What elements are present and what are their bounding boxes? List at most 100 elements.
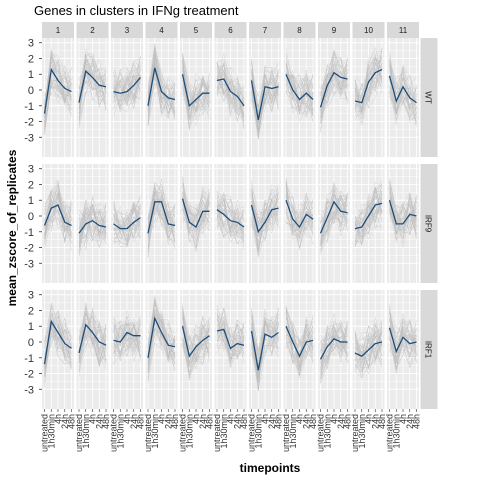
facet-panel [111,290,143,409]
facet-panel [145,164,178,283]
gene-trace [389,198,417,240]
facet-panel [76,164,109,283]
gene-trace [354,183,383,238]
mean-line [250,80,279,121]
gene-trace [320,63,348,107]
cluster-strip [249,22,281,38]
gene-trace [320,203,348,239]
gene-trace [354,52,383,97]
gene-trace [389,76,417,120]
cluster-strip [111,22,143,38]
gene-trace [182,185,210,225]
gene-trace [78,205,107,230]
mean-line [147,67,176,106]
gene-trace [147,186,176,238]
x-tick-label: untreated [109,414,119,452]
x-tick-label: 4h [260,414,270,424]
gene-trace [44,60,72,129]
gene-trace [216,324,245,364]
y-tick-label: 1 [28,195,34,207]
gene-trace [389,68,417,110]
gene-trace [113,208,141,241]
gene-trace [389,318,417,356]
gene-trace [182,196,210,249]
gene-trace [113,202,141,231]
gene-trace [147,327,176,358]
gene-trace [320,85,348,123]
gene-trace [182,67,210,111]
gene-trace [389,310,417,359]
x-tick-label: untreated [316,414,326,452]
x-tick-label: 4h [226,414,236,424]
gene-trace [216,320,245,350]
x-tick-label: 1h30min [357,414,367,449]
gene-trace [78,209,107,238]
gene-trace [285,74,314,114]
genotype-strip [420,290,438,409]
cluster-strip-label: 5 [194,26,199,35]
y-tick-label: -1 [24,101,34,113]
gene-trace [216,197,245,238]
gene-trace [251,316,279,360]
facet-panel [76,38,109,157]
gene-trace [389,316,417,370]
facet-panel [180,38,212,157]
x-tick-label: untreated [178,414,188,452]
facet-panel [145,290,178,409]
gene-trace [285,205,314,222]
cluster-strip-label: 7 [263,26,268,35]
x-tick-label: untreated [247,414,257,452]
mean-line [285,73,314,101]
x-tick-label: 24h [60,414,70,429]
gene-trace [354,329,383,377]
x-tick-label: 1h30min [115,414,125,449]
x-tick-label: 4h [191,414,201,424]
gene-trace [216,61,245,106]
gene-trace [251,210,279,220]
y-tick-label: -1 [24,353,34,365]
gene-trace [78,330,107,368]
gene-trace [78,321,107,350]
gene-trace [78,73,107,102]
mean-line [216,328,245,350]
cluster-strip-label: 6 [228,26,233,35]
facet-panel [352,38,385,157]
gene-trace [113,71,141,110]
gene-trace [113,196,141,235]
gene-trace [113,212,141,239]
x-axis-title: timepoints [240,461,301,475]
gene-trace [354,210,383,238]
mean-line [285,199,314,229]
x-tick-label: untreated [40,414,50,452]
gene-trace [44,329,72,377]
gene-trace [44,179,72,242]
gene-trace [216,218,245,242]
x-tick-label: 1h30min [46,414,56,449]
x-tick-label: 48h [101,414,111,429]
x-tick-label: 1h30min [81,414,91,449]
x-tick-label: 1h30min [184,414,194,449]
mean-line [216,209,245,228]
mean-line [43,319,72,365]
gene-trace [320,342,348,363]
gene-trace [354,190,383,242]
gene-trace [147,52,176,113]
gene-trace [389,208,417,234]
gene-trace [78,211,107,238]
gene-trace [389,76,417,107]
mean-line [388,75,417,104]
x-tick-label: 1h30min [253,414,263,449]
gene-trace [354,69,383,109]
gene-trace [113,325,141,365]
mean-line [181,198,210,228]
x-tick-label: 1h30min [322,414,332,449]
gene-trace [44,307,72,353]
mean-line [250,330,279,371]
gene-trace [251,328,279,380]
x-tick-label: 1h30min [288,414,298,449]
gene-trace [78,210,107,238]
cluster-strip [283,22,316,38]
gene-trace [354,47,383,112]
gene-trace [182,310,210,361]
gene-trace [78,311,107,367]
